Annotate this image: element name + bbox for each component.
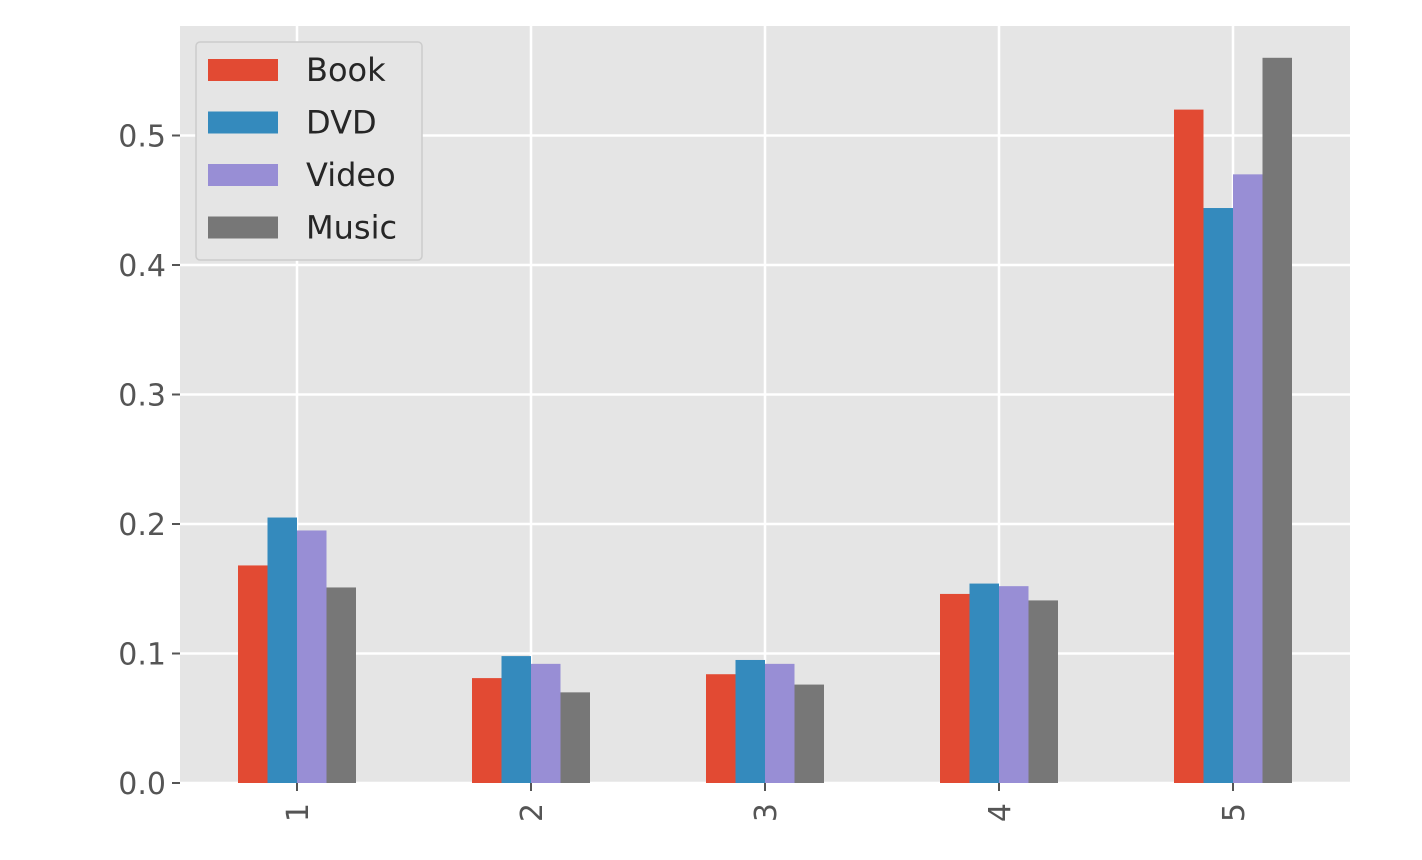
legend-label-video: Video xyxy=(306,156,396,194)
bar-dvd-4 xyxy=(969,583,999,783)
legend-label-dvd: DVD xyxy=(306,104,377,142)
bar-book-1 xyxy=(238,565,268,783)
bar-video-3 xyxy=(765,663,795,783)
legend-swatch-dvd xyxy=(208,111,278,134)
legend-swatch-video xyxy=(208,164,278,186)
bar-dvd-5 xyxy=(1203,208,1233,783)
bar-dvd-2 xyxy=(501,656,531,783)
x-tick-label: 4 xyxy=(983,803,1018,822)
y-tick-label: 0.3 xyxy=(118,379,166,414)
legend-label-book: Book xyxy=(306,51,386,89)
bar-dvd-3 xyxy=(735,659,765,783)
bar-book-3 xyxy=(706,674,736,783)
x-tick-label: 2 xyxy=(515,803,550,822)
legend: Book DVD Video Music xyxy=(195,41,423,261)
bar-book-4 xyxy=(940,593,970,783)
y-tick-label: 0.4 xyxy=(118,249,166,284)
bar-dvd-1 xyxy=(267,517,297,783)
bar-music-5 xyxy=(1262,57,1292,784)
x-tick-label: 1 xyxy=(281,803,316,822)
y-tick-label: 0.5 xyxy=(118,120,166,155)
bar-video-4 xyxy=(999,586,1029,783)
bars-group xyxy=(238,57,1292,784)
x-tick-label: 3 xyxy=(749,803,784,822)
bar-video-5 xyxy=(1233,174,1263,784)
bar-book-2 xyxy=(472,678,502,783)
y-tick-label: 0.1 xyxy=(118,638,166,673)
bar-music-3 xyxy=(794,684,824,783)
bar-music-1 xyxy=(326,587,356,783)
y-tick-label: 0.2 xyxy=(118,508,166,543)
bar-video-2 xyxy=(531,663,561,783)
legend-swatch-book xyxy=(208,59,278,81)
x-axis: 1 2 3 4 5 xyxy=(281,783,1252,822)
x-tick-label: 5 xyxy=(1217,803,1252,822)
bar-video-1 xyxy=(297,530,327,783)
y-tick-label: 0.0 xyxy=(118,767,166,802)
bar-music-2 xyxy=(560,692,590,783)
legend-box xyxy=(195,41,423,261)
bar-music-4 xyxy=(1028,600,1058,783)
legend-label-music: Music xyxy=(306,209,397,247)
y-axis: 0.0 0.1 0.2 0.3 0.4 0.5 xyxy=(118,120,180,802)
bar-book-5 xyxy=(1174,109,1204,784)
legend-swatch-music xyxy=(208,216,278,239)
